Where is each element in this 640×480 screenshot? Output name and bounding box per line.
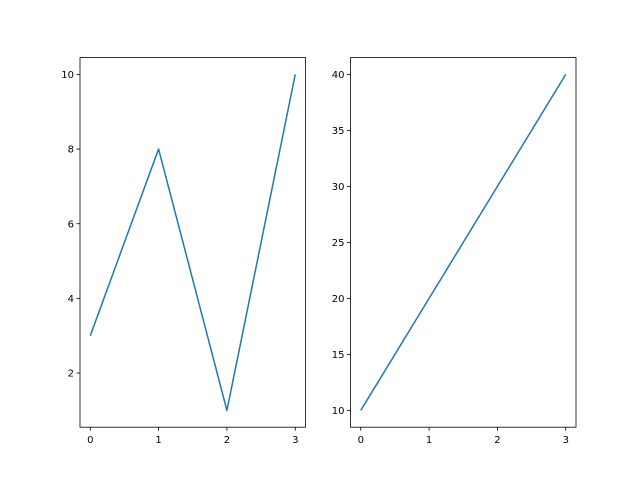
x-tick-label: 3 <box>292 435 298 446</box>
x-tick-label: 0 <box>358 435 364 446</box>
x-tick-label: 3 <box>563 435 569 446</box>
y-tick-label: 10 <box>332 406 345 417</box>
x-tick-label: 1 <box>426 435 432 446</box>
y-tick-label: 35 <box>332 126 345 137</box>
x-tick-label: 2 <box>224 435 230 446</box>
subplot-2: 0 1 2 3 10 15 20 25 30 35 40 <box>332 57 577 446</box>
data-line <box>360 74 567 411</box>
y-tick-label: 25 <box>332 238 345 249</box>
y-tick-label: 4 <box>68 294 74 305</box>
y-tick-label: 10 <box>61 70 74 81</box>
y-tick-label: 2 <box>68 369 74 380</box>
y-tick-label: 30 <box>332 182 345 193</box>
y-tick-label: 6 <box>68 219 74 230</box>
y-tick-label: 8 <box>68 145 74 156</box>
y-tick-label: 20 <box>332 294 345 305</box>
y-tick-label: 40 <box>332 70 345 81</box>
x-tick-label: 1 <box>155 435 161 446</box>
y-tick-label: 15 <box>332 350 345 361</box>
subplot-1: 0 1 2 3 2 4 6 8 10 <box>61 57 306 446</box>
x-tick-label: 2 <box>494 435 500 446</box>
x-tick-label: 0 <box>87 435 93 446</box>
axes-frame <box>79 57 306 428</box>
data-line <box>89 74 296 412</box>
